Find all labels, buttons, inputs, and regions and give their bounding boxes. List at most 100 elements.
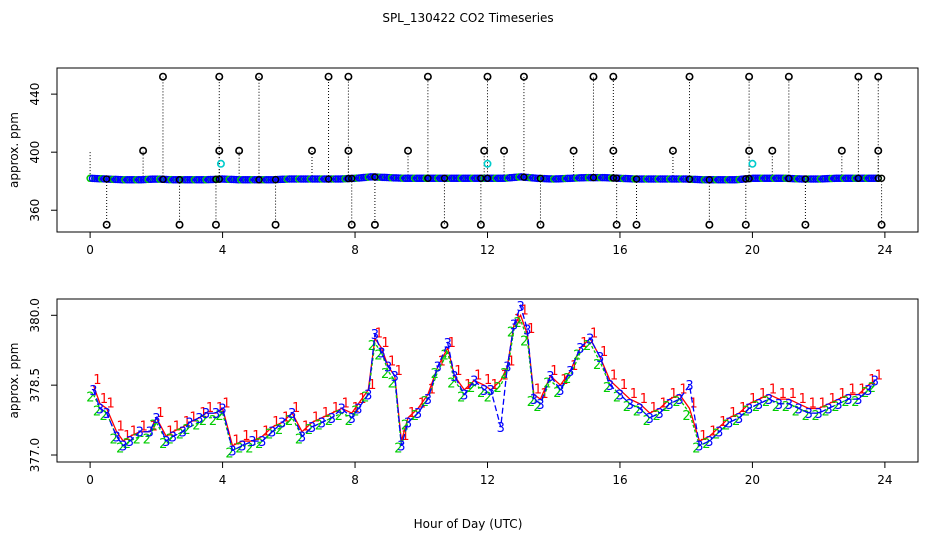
series-point-2: 2 <box>421 395 429 410</box>
series-point-3: 3 <box>238 440 246 455</box>
baseline-point <box>332 175 340 183</box>
series-point-3: 3 <box>278 416 286 431</box>
series-point-3: 3 <box>606 379 614 394</box>
x-axis-label: Hour of Day (UTC) <box>414 517 523 531</box>
series-point-3: 3 <box>112 430 120 445</box>
baseline-point <box>431 174 440 183</box>
series-point-2: 2 <box>215 409 223 424</box>
spike-point <box>609 146 618 155</box>
baseline-point <box>408 174 417 183</box>
spike-point <box>801 220 810 229</box>
series-point-3: 3 <box>834 398 842 413</box>
series-point-3: 3 <box>384 361 392 376</box>
baseline-point <box>763 174 771 183</box>
series-point-1: 1 <box>501 369 509 384</box>
spike-point <box>235 146 244 155</box>
baseline-point <box>767 174 776 183</box>
series-point-1: 1 <box>454 364 462 379</box>
baseline-point <box>186 176 194 184</box>
series-point-1: 1 <box>232 434 240 449</box>
baseline-point <box>424 174 432 183</box>
series-point-2: 2 <box>702 437 710 452</box>
baseline-point <box>473 174 481 183</box>
baseline-point <box>492 174 500 183</box>
series-point-3: 3 <box>424 393 432 408</box>
series-point-2: 2 <box>513 316 521 331</box>
series-point-2: 2 <box>255 437 263 452</box>
spike-point <box>609 72 618 81</box>
baseline-point <box>698 175 706 184</box>
series-point-1: 1 <box>368 378 376 393</box>
spike-point <box>324 72 333 81</box>
baseline-point <box>854 174 863 183</box>
series-point-2: 2 <box>507 325 515 340</box>
spike-point <box>741 220 750 229</box>
series-point-2: 2 <box>527 395 535 410</box>
baseline-point <box>121 176 129 184</box>
series-point-1: 1 <box>292 401 300 416</box>
series-point-1: 1 <box>381 336 389 351</box>
series-point-1: 1 <box>464 378 472 393</box>
series-point-1: 1 <box>819 396 827 411</box>
baseline-point <box>255 176 263 184</box>
series-point-3: 3 <box>735 412 743 427</box>
baseline-point <box>832 174 841 183</box>
baseline-point <box>742 175 750 183</box>
series-point-3: 3 <box>745 402 753 417</box>
baseline-point <box>632 175 641 183</box>
series-point-1: 1 <box>418 396 426 411</box>
baseline-point <box>842 174 850 183</box>
baseline-point <box>406 174 414 183</box>
baseline-point <box>306 175 315 183</box>
spike-point <box>536 220 545 229</box>
series-point-3: 3 <box>765 393 773 408</box>
series-point-2: 2 <box>603 381 611 396</box>
x-tick-label: 0 <box>86 473 94 487</box>
series-point-2: 2 <box>543 377 551 392</box>
series-point-1: 1 <box>93 373 101 388</box>
baseline-point <box>685 175 694 183</box>
spike-point <box>668 146 677 155</box>
series-point-2: 2 <box>335 409 343 424</box>
series-point-3: 3 <box>480 384 488 399</box>
baseline-point <box>487 174 495 183</box>
baseline-point <box>190 176 199 184</box>
series-point-3: 3 <box>715 426 723 441</box>
baseline-point <box>197 176 206 184</box>
series-point-3: 3 <box>96 402 104 417</box>
baseline-point <box>128 176 136 184</box>
baseline-point <box>130 176 138 184</box>
series-point-3: 3 <box>202 407 210 422</box>
series-point-1: 1 <box>858 382 866 397</box>
baseline-point <box>297 175 305 183</box>
spike-point <box>854 72 863 81</box>
spike-point <box>480 146 489 155</box>
baseline-point <box>745 174 753 183</box>
spike-point <box>404 146 413 155</box>
spike-point <box>271 220 280 229</box>
y-tick-label: 400 <box>28 141 42 164</box>
spike-point <box>215 146 224 155</box>
series-point-2: 2 <box>441 349 449 364</box>
series-point-1: 1 <box>534 382 542 397</box>
baseline-point <box>179 176 187 184</box>
baseline-point <box>760 174 769 183</box>
baseline-point <box>809 175 818 183</box>
baseline-point <box>723 176 732 184</box>
series-point-1: 1 <box>779 387 787 402</box>
spike-point <box>632 220 641 229</box>
baseline-point <box>440 174 449 183</box>
series-point-1: 1 <box>828 392 836 407</box>
series-point-3: 3 <box>576 342 584 357</box>
y-tick-label: 360 <box>28 199 42 222</box>
series-point-1: 1 <box>590 327 598 342</box>
baseline-point <box>450 174 458 183</box>
series-point-3: 3 <box>169 430 177 445</box>
baseline-point <box>536 174 545 183</box>
spike-point <box>370 220 379 229</box>
series-point-2: 2 <box>812 409 820 424</box>
series-point-3: 3 <box>89 384 97 399</box>
series-point-1: 1 <box>809 396 817 411</box>
series-point-3: 3 <box>824 402 832 417</box>
baseline-point <box>670 175 679 183</box>
